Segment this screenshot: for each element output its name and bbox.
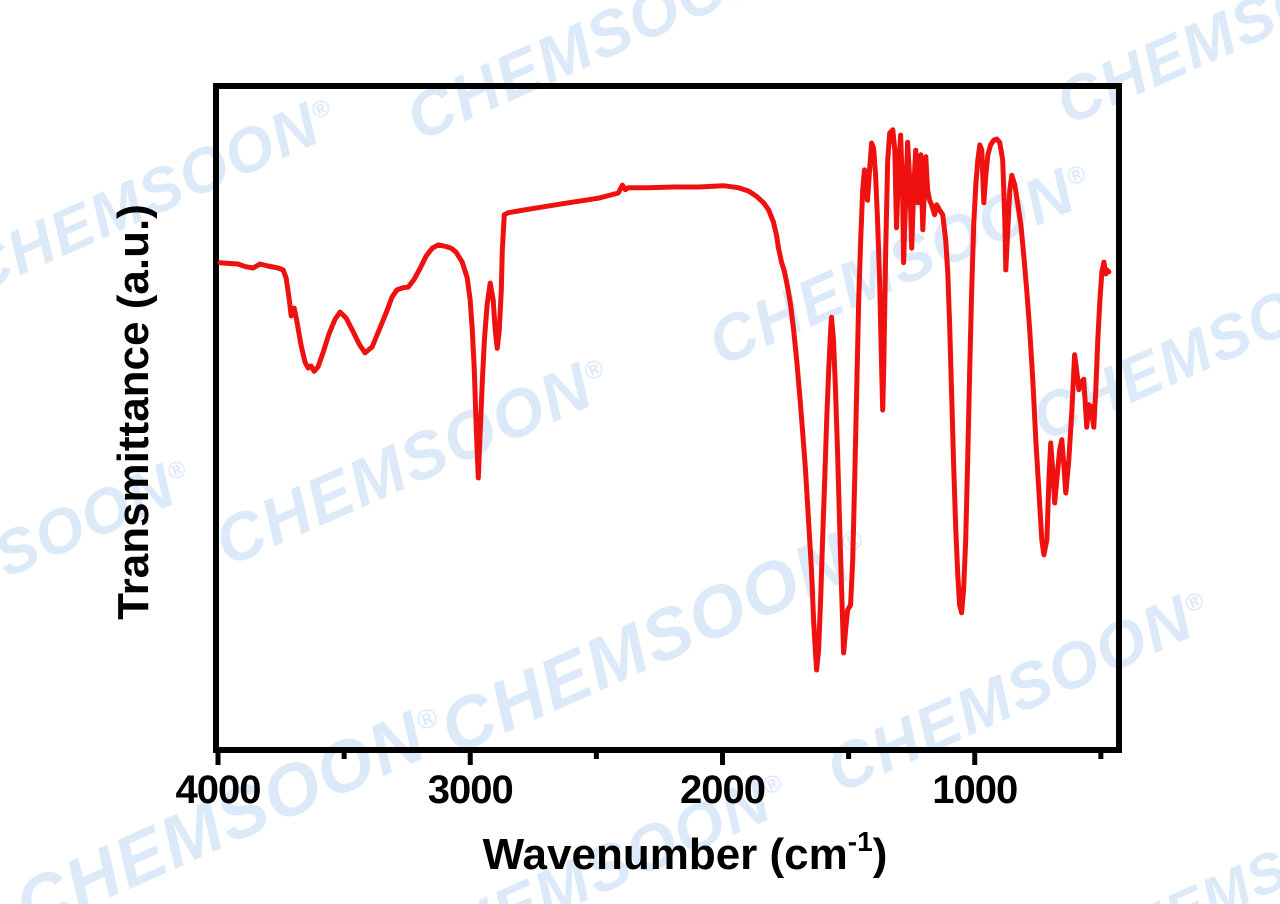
spectrum-curve <box>217 127 1112 673</box>
x-axis-ticks <box>215 750 1104 765</box>
plot-frame <box>213 83 1122 753</box>
